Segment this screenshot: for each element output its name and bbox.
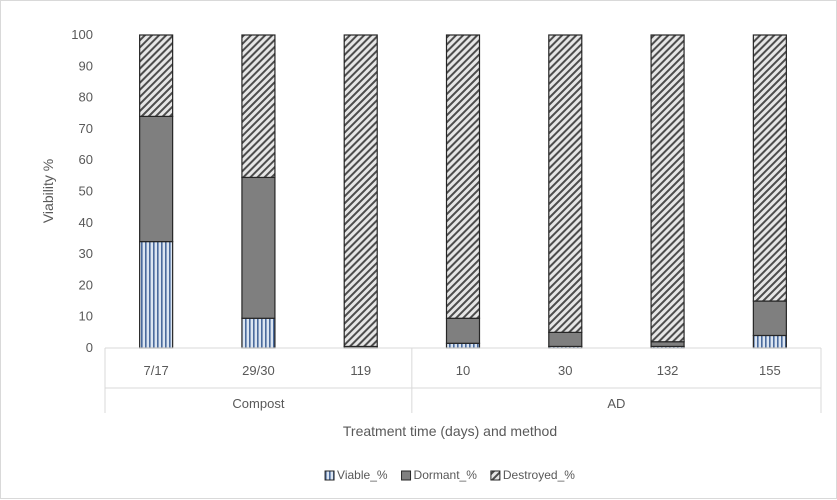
y-tick-label: 60: [79, 152, 93, 167]
y-tick-label: 70: [79, 121, 93, 136]
y-axis-title: Viability %: [40, 159, 56, 223]
x-tick-label: 155: [759, 363, 781, 378]
y-tick-label: 30: [79, 246, 93, 261]
x-tick-label: 29/30: [242, 363, 275, 378]
x-tick-label: 10: [456, 363, 470, 378]
bar-segment: [241, 317, 276, 349]
y-tick-label: 10: [79, 309, 93, 324]
y-tick-label: 0: [86, 340, 93, 355]
legend-swatch: [401, 470, 412, 481]
bar-segment: [139, 240, 174, 349]
legend-label: Destroyed_%: [503, 468, 575, 482]
y-tick-label: 90: [79, 58, 93, 73]
x-axis: 7/17 29/30 119 10 30 132 155 Compost AD: [104, 347, 822, 413]
legend-swatch: [324, 470, 335, 481]
bar-segment: [139, 34, 174, 117]
y-tick-label: 50: [79, 184, 93, 199]
legend: Viable_% Dormant_% Destroyed_%: [324, 468, 575, 482]
x-tick-label: 7/17: [143, 363, 168, 378]
legend-label: Viable_%: [337, 468, 388, 482]
bar-segment: [241, 176, 276, 319]
bar-segment: [445, 317, 481, 344]
bar-segment: [241, 34, 276, 179]
bar-segment: [548, 34, 583, 333]
y-axis-ticks: 0 10 20 30 40 50 60 70 80 90 100: [71, 27, 93, 355]
bar-segment: [445, 342, 481, 349]
bar-segment: [548, 331, 583, 348]
legend-swatch: [490, 470, 501, 481]
bar-segment: [752, 334, 787, 349]
y-tick-label: 100: [71, 27, 93, 42]
x-tick-label: 132: [657, 363, 679, 378]
bar-segment: [752, 34, 787, 302]
group-label: Compost: [232, 396, 284, 411]
bar-segment: [752, 300, 787, 337]
bar-segment: [139, 115, 174, 243]
group-label: AD: [607, 396, 625, 411]
bar-segment: [650, 341, 685, 348]
x-tick-label: 30: [558, 363, 572, 378]
x-tick-label: 119: [350, 363, 371, 378]
bar-segment: [445, 34, 481, 319]
y-tick-label: 40: [79, 215, 93, 230]
y-tick-label: 80: [79, 90, 93, 105]
x-axis-title: Treatment time (days) and method: [343, 423, 557, 439]
bars: [139, 34, 787, 349]
legend-label: Dormant_%: [414, 468, 478, 482]
bar-segment: [343, 34, 378, 348]
y-tick-label: 20: [79, 277, 93, 292]
bar-segment: [650, 34, 685, 343]
